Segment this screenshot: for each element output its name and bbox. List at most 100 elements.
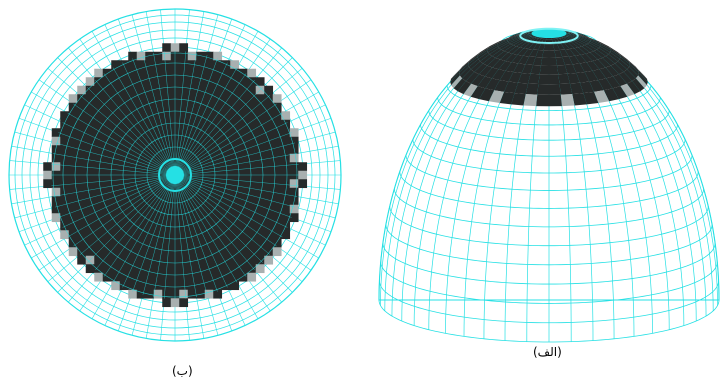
dark-cell — [610, 50, 621, 60]
dark-cell — [68, 187, 78, 197]
dark-cell — [629, 64, 639, 76]
dark-cell — [128, 204, 138, 214]
dark-cell — [620, 83, 635, 97]
dark-cell — [85, 204, 95, 214]
dark-cell — [145, 102, 155, 112]
dark-cell — [255, 238, 265, 248]
dark-cell — [128, 221, 138, 231]
dark-cell — [264, 221, 274, 231]
dark-cell — [612, 86, 628, 100]
dark-cell — [102, 179, 112, 189]
inner-mesh-meridian — [58, 132, 170, 174]
dark-cell — [264, 247, 274, 257]
dark-cell — [470, 61, 484, 72]
dark-cell — [51, 187, 61, 197]
dark-cell — [272, 102, 282, 112]
dark-cell — [136, 247, 146, 257]
dark-cell — [119, 238, 129, 248]
dark-cell — [68, 94, 78, 104]
dark-cell — [153, 85, 163, 95]
dark-cell — [230, 119, 240, 129]
dark-cell — [204, 255, 214, 265]
dark-cell — [102, 136, 112, 146]
dark-cell — [272, 153, 282, 163]
dark-cell — [584, 70, 599, 82]
dark-cell — [623, 69, 636, 82]
dark-cell — [614, 61, 628, 72]
dark-cell — [102, 255, 112, 265]
dark-cell — [119, 77, 129, 87]
dark-cell — [145, 119, 155, 129]
dark-cell — [213, 162, 223, 172]
dark-cell — [162, 111, 172, 121]
dark-cell — [238, 213, 248, 223]
inner-mesh-meridian — [55, 176, 170, 208]
dark-cell — [593, 49, 606, 58]
dark-cell — [102, 145, 112, 155]
dark-cell — [487, 43, 498, 51]
dark-cell — [162, 289, 172, 299]
dark-cell — [558, 73, 570, 85]
dark-cell — [77, 94, 87, 104]
dark-cell — [525, 83, 539, 95]
dark-cell — [162, 204, 172, 214]
dark-cell — [204, 247, 214, 257]
dark-cell — [153, 238, 163, 248]
perspective-view-dark-region — [450, 28, 648, 107]
dark-cell — [111, 247, 121, 257]
dark-cell — [77, 85, 87, 95]
dark-cell — [111, 94, 121, 104]
dark-cell — [162, 281, 172, 291]
dark-cell — [529, 49, 539, 58]
dark-cell — [272, 111, 282, 121]
dark-cell — [128, 119, 138, 129]
dark-cell — [221, 230, 231, 240]
inner-mesh-meridian — [177, 62, 228, 170]
dark-cell — [77, 247, 87, 257]
dark-cell — [60, 136, 70, 146]
dark-cell — [605, 65, 620, 77]
dark-cell — [549, 44, 555, 51]
dark-cell — [153, 204, 163, 214]
dark-cell — [579, 36, 591, 42]
dark-cell — [128, 153, 138, 163]
dark-cell — [145, 272, 155, 282]
dark-cell — [264, 230, 274, 240]
dark-cell — [525, 56, 536, 65]
dark-cell — [196, 204, 206, 214]
dark-cell — [213, 196, 223, 206]
dark-cell — [94, 119, 104, 129]
dark-cell — [221, 85, 231, 95]
dark-cell — [289, 187, 299, 197]
dark-cell — [230, 264, 240, 274]
dark-cell — [119, 196, 129, 206]
inner-mesh-meridian — [178, 79, 255, 171]
dark-cell — [586, 61, 600, 71]
dark-cell — [221, 145, 231, 155]
inner-mesh-meridian — [132, 180, 174, 292]
dark-cell — [204, 289, 214, 299]
dark-cell — [272, 119, 282, 129]
dark-cell — [128, 68, 138, 78]
dark-cell — [162, 43, 172, 53]
inner-mesh-meridian — [67, 177, 170, 238]
dark-cell — [94, 179, 104, 189]
dark-cell — [94, 77, 104, 87]
dark-cell — [136, 213, 146, 223]
dark-cell — [272, 94, 282, 104]
dark-cell — [581, 45, 594, 53]
dark-cell — [153, 68, 163, 78]
dark-cell — [564, 48, 575, 57]
inner-mesh-meridian — [180, 176, 295, 208]
dark-cell — [238, 221, 248, 231]
inner-mesh-meridian — [95, 79, 172, 171]
dark-cell — [60, 213, 70, 223]
dark-cell — [145, 187, 155, 197]
dark-cell — [179, 230, 189, 240]
dark-cell — [111, 281, 121, 291]
dark-cell — [600, 44, 611, 53]
dark-cell — [638, 72, 648, 86]
dark-cell — [179, 255, 189, 265]
dark-cell — [221, 153, 231, 163]
dark-cell — [111, 238, 121, 248]
